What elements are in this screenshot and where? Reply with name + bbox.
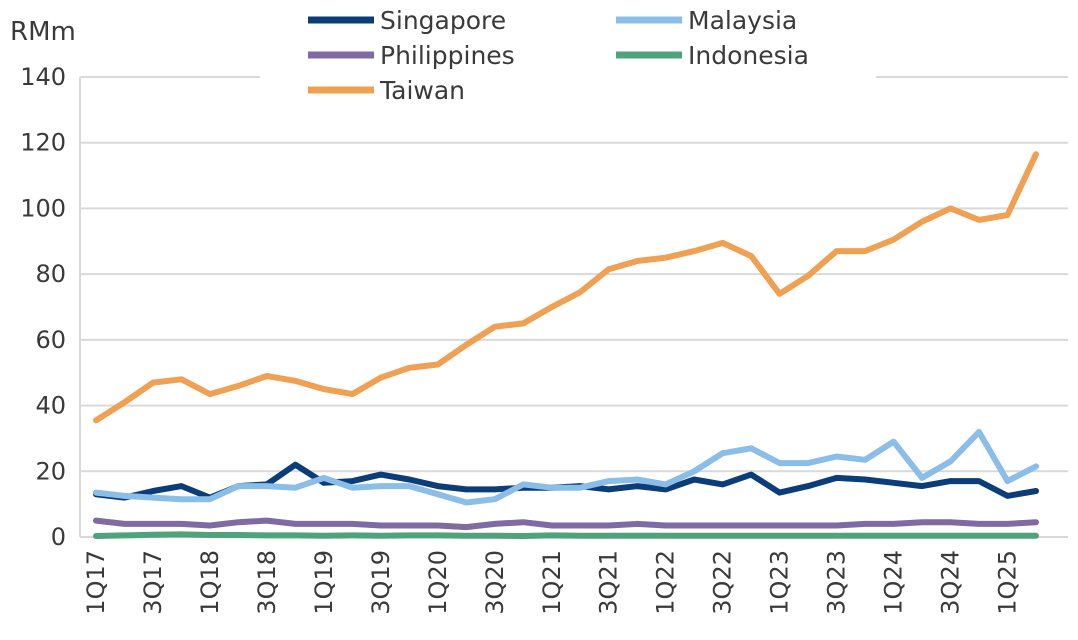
- x-tick-label: 1Q19: [310, 550, 338, 615]
- x-tick-label: 1Q23: [766, 550, 794, 615]
- legend: Singapore Malaysia Philippines Indonesia Tai…: [260, 0, 876, 106]
- x-tick-label: 3Q17: [139, 550, 167, 615]
- y-tick-label: 140: [20, 63, 66, 91]
- x-tick-label: 1Q20: [424, 550, 452, 615]
- series-line-singapore: [93, 461, 1039, 501]
- x-tick-label: 3Q19: [367, 550, 395, 615]
- x-tick-label: 3Q21: [595, 550, 623, 615]
- series-lines: [93, 151, 1039, 539]
- x-tick-label: 1Q25: [994, 550, 1022, 615]
- y-axis-ticks: 0 20 40 60 80 100 120 140: [20, 63, 66, 551]
- x-tick-label: 3Q18: [253, 550, 281, 615]
- x-tick-label: 3Q24: [937, 550, 965, 615]
- gridlines: [79, 76, 1068, 538]
- x-tick-label: 3Q22: [709, 550, 737, 615]
- x-tick-label: 3Q23: [823, 550, 851, 615]
- y-tick-label: 20: [35, 457, 66, 485]
- x-tick-label: 1Q18: [196, 550, 224, 615]
- x-tick-label: 1Q22: [652, 550, 680, 615]
- y-axis-label: RMm: [10, 17, 76, 47]
- legend-item-philippines: Philippines: [308, 41, 515, 70]
- legend-item-malaysia: Malaysia: [616, 6, 797, 35]
- x-tick-label: 1Q21: [538, 550, 566, 615]
- y-tick-label: 60: [35, 326, 66, 354]
- x-tick-label: 1Q24: [880, 550, 908, 615]
- x-tick-label: 3Q20: [481, 550, 509, 615]
- y-tick-label: 0: [51, 523, 66, 551]
- legend-label: Indonesia: [688, 41, 809, 70]
- x-axis-ticks: 1Q17 3Q17 1Q18 3Q18 1Q19 3Q19 1Q20 3Q20 1Q21 3Q21…: [82, 550, 1022, 615]
- series-line-taiwan: [93, 151, 1039, 424]
- series-line-philippines: [93, 517, 1039, 531]
- legend-label: Taiwan: [379, 76, 465, 105]
- series-line-malaysia: [93, 428, 1039, 506]
- y-tick-label: 40: [35, 392, 66, 420]
- legend-item-singapore: Singapore: [308, 6, 506, 35]
- x-tick-label: 1Q17: [82, 550, 110, 615]
- legend-label: Singapore: [380, 6, 506, 35]
- legend-label: Malaysia: [688, 6, 797, 35]
- y-tick-label: 120: [20, 129, 66, 157]
- series-line-indonesia: [93, 531, 1039, 539]
- y-tick-label: 100: [20, 194, 66, 222]
- legend-label: Philippines: [380, 41, 515, 70]
- legend-item-taiwan: Taiwan: [308, 76, 465, 105]
- y-tick-label: 80: [35, 260, 66, 288]
- legend-item-indonesia: Indonesia: [616, 41, 809, 70]
